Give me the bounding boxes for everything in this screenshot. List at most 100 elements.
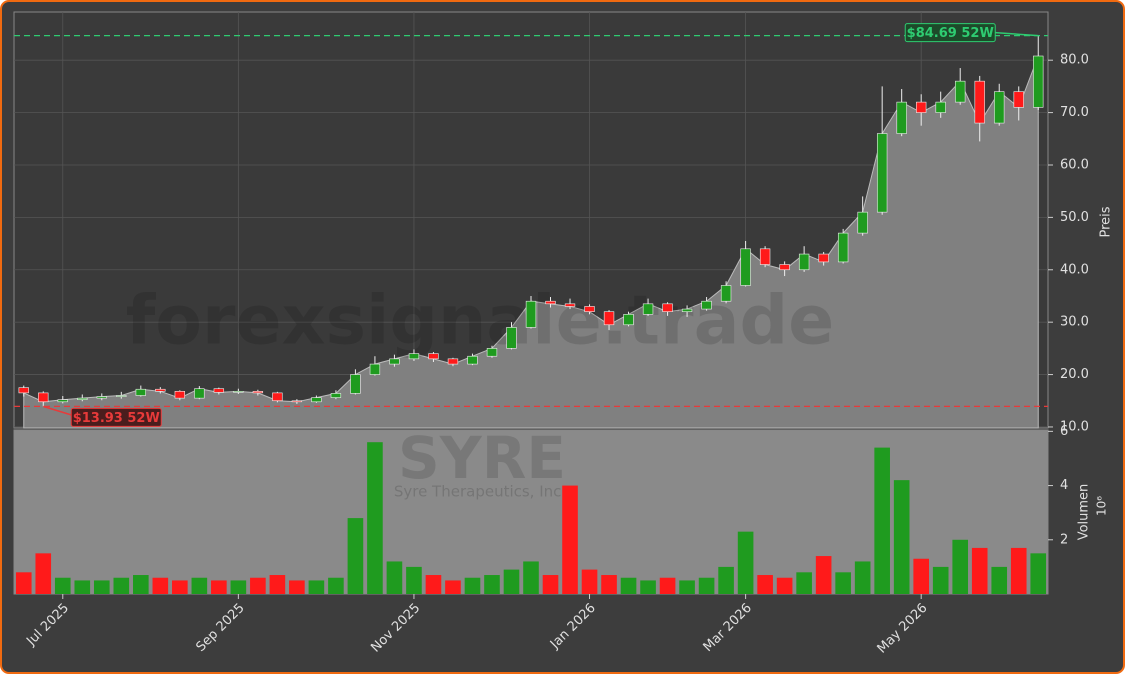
candle-body [818,253,829,263]
volume-bar [1030,553,1047,594]
candle-body [57,399,68,403]
volume-bar [250,577,266,594]
volume-bar [874,447,890,594]
volume-bar [854,561,871,594]
volume-bar [191,577,208,594]
volume-bar [913,558,929,594]
candle-body [955,80,966,103]
volume-bar [484,575,500,594]
volume-bar [386,561,403,594]
y-tick-label: 40.0 [1060,262,1089,277]
candle-body [545,300,556,305]
volume-bar [757,575,773,594]
candle-body [272,392,283,402]
candle-body [233,391,244,393]
candle-body [506,327,517,349]
candle-body [96,396,107,399]
volume-bar [464,577,481,594]
symbol-watermark: SYRE [398,424,566,492]
candle-body [935,101,946,113]
company-watermark: Syre Therapeutics, Inc. [394,483,566,501]
candle-body [174,391,186,399]
volume-bar [172,580,188,594]
volume-axis-label: Volumen [1077,484,1092,541]
volume-bar [93,580,110,594]
volume-bar [15,572,32,594]
candle-body [369,363,381,375]
volume-bar [718,566,734,594]
volume-bar [542,575,559,594]
annotation-arrow [995,31,1039,37]
candle-body [896,101,907,134]
marks: $84.69 52W $13.93 52W [14,23,1048,594]
candle-body [662,303,673,312]
volume-bar [406,566,422,594]
candle-body [701,300,712,310]
y-tick-label: 60.0 [1060,157,1089,172]
volume-bar [152,577,169,594]
candle-body [974,80,985,124]
candle-body [38,392,49,403]
volume-tick-label: 6 [1060,424,1068,439]
candle-body [213,388,225,393]
candle-body [779,264,790,271]
candle-body [584,306,595,312]
y-axis-label: Preis [1099,206,1114,237]
candle-body [603,311,615,326]
volume-bar [796,572,812,594]
annotation-label: $13.93 52W [73,411,160,426]
volume-bar [347,518,364,594]
candle-body [252,391,264,394]
y-tick-label: 80.0 [1060,53,1089,68]
candle-body [389,358,400,365]
volume-bar [328,577,344,594]
y-tick-label: 10.0 [1060,419,1089,434]
annotation-label: $84.69 52W [907,26,994,41]
volume-bar [1010,547,1027,594]
candle-body [1033,55,1044,108]
candle-body [486,348,498,357]
candle-body [564,303,576,307]
candle-body [525,300,537,328]
volume-bar [835,572,851,594]
volume-scale-label: 10⁶ [1095,496,1109,516]
volume-bar [133,575,149,594]
volume-bar [74,580,91,594]
volume-bar [815,556,832,594]
volume-bar [893,480,910,594]
candle-body [857,211,868,234]
volume-tick-label: 2 [1060,532,1068,547]
volume-bar [640,580,656,594]
volume-bar [503,569,520,594]
candle-body [116,395,127,397]
volume-bar [679,580,695,594]
candle-body [740,248,751,286]
y-tick-label: 50.0 [1060,210,1089,225]
volume-bar [776,577,793,594]
volume-bar [308,580,325,594]
candle-body [330,393,342,398]
candle-body [311,397,322,403]
candle-body [194,388,205,399]
candle-body [291,400,303,403]
candle-body [681,308,693,312]
volume-bar [425,575,442,594]
volume-bar [367,442,383,594]
volume-bar [562,485,578,594]
volume-bar [113,577,130,594]
y-tick-label: 30.0 [1060,315,1089,330]
candle-body [642,303,654,315]
candle-body [350,374,361,394]
watermark: forexsignale.trade [126,282,835,361]
candle-body [135,388,146,396]
volume-bar [659,577,676,594]
volume-bar [523,561,539,594]
candle-body [18,387,29,394]
candle-body [876,133,888,213]
candle-body [77,397,88,401]
candle-body [916,101,927,113]
candle-body [837,232,849,263]
candle-body [994,91,1005,124]
